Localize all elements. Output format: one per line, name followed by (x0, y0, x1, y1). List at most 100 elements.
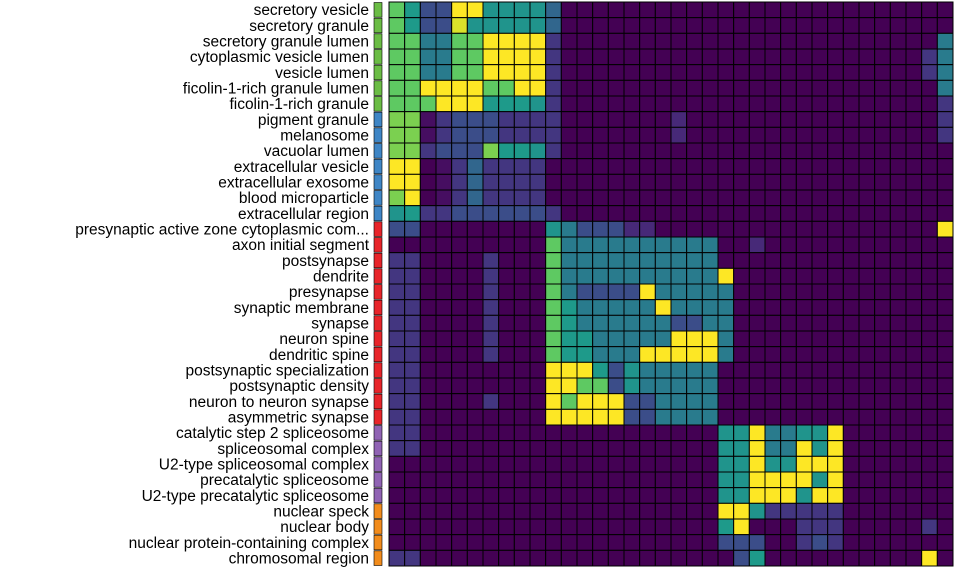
heatmap-cell (560, 32, 578, 50)
heatmap-cell (576, 408, 594, 426)
heatmap-cell (874, 48, 891, 66)
heatmap-cell (858, 487, 876, 504)
heatmap-cell (545, 158, 562, 175)
heatmap-cell (529, 393, 547, 410)
heatmap-cell (764, 32, 782, 50)
heatmap-cell (623, 142, 641, 160)
heatmap-cell (889, 518, 907, 536)
heatmap-cell (592, 95, 609, 113)
heatmap-cell (639, 32, 656, 50)
heatmap-cell (905, 330, 923, 348)
heatmap-cell (748, 1, 766, 19)
heatmap-cell (639, 267, 656, 285)
heatmap-cell (545, 205, 562, 222)
heatmap-cell (419, 32, 437, 50)
heatmap-cell (639, 455, 656, 473)
heatmap-cell (623, 220, 641, 238)
heatmap-cell (905, 111, 923, 128)
heatmap-cell (545, 48, 562, 66)
cluster-color-cell (373, 284, 383, 300)
heatmap-cell (874, 314, 891, 332)
heatmap-cell (623, 534, 641, 551)
cluster-color-cell (373, 456, 383, 472)
heatmap-cell (607, 95, 625, 113)
heatmap-cell (811, 158, 829, 175)
heatmap-cell (639, 1, 656, 19)
heatmap-cell (607, 252, 625, 269)
row-label: presynapse (289, 284, 369, 301)
heatmap-cell (858, 17, 876, 34)
heatmap-cell (576, 111, 594, 128)
heatmap-cell (670, 314, 688, 332)
heatmap-cell (404, 502, 421, 520)
heatmap-cell (686, 205, 703, 222)
heatmap-cell (576, 534, 594, 551)
heatmap-cell (811, 220, 829, 238)
heatmap-cell (576, 549, 594, 567)
heatmap-cell (419, 424, 437, 442)
heatmap-cell (545, 518, 562, 536)
heatmap-cell (513, 189, 531, 207)
heatmap-cell (435, 330, 453, 348)
heatmap-cell (529, 1, 547, 19)
heatmap-cell (921, 220, 938, 238)
heatmap-cell (795, 455, 813, 473)
heatmap-cell (748, 267, 766, 285)
heatmap-cell (921, 1, 938, 19)
row-label: secretory granule lumen (203, 33, 369, 50)
heatmap-cell (529, 408, 547, 426)
heatmap-cell (748, 189, 766, 207)
heatmap-cell (717, 424, 735, 442)
heatmap-cell (466, 361, 484, 379)
heatmap-cell (733, 64, 750, 81)
heatmap-cell (482, 518, 500, 536)
heatmap-cell (936, 32, 954, 50)
heatmap-cell (466, 502, 484, 520)
heatmap-cell (686, 502, 703, 520)
heatmap-cell (388, 424, 406, 442)
heatmap-cell (513, 361, 531, 379)
heatmap-cell (513, 299, 531, 316)
heatmap-cell (701, 236, 719, 254)
heatmap-cell (388, 549, 406, 567)
heatmap-cell (811, 534, 829, 551)
heatmap-cell (654, 236, 672, 254)
heatmap-cell (654, 158, 672, 175)
heatmap-cell (686, 455, 703, 473)
heatmap-cell (388, 314, 406, 332)
cluster-color-cell (373, 96, 383, 112)
heatmap-cell (404, 361, 421, 379)
heatmap-cell (513, 534, 531, 551)
heatmap-cell (670, 17, 688, 34)
heatmap-cell (529, 111, 547, 128)
heatmap-cell (921, 346, 938, 363)
heatmap-cell (811, 455, 829, 473)
heatmap-cell (858, 502, 876, 520)
heatmap-cell (529, 440, 547, 457)
heatmap-cell (466, 158, 484, 175)
heatmap-cell (639, 17, 656, 34)
heatmap-cell (388, 79, 406, 97)
heatmap-cell (435, 408, 453, 426)
heatmap-cell (607, 32, 625, 50)
heatmap-cell (827, 48, 844, 66)
heatmap-cell (670, 32, 688, 50)
heatmap-cell (654, 408, 672, 426)
heatmap-cell (435, 205, 453, 222)
heatmap-cell (921, 534, 938, 551)
heatmap-cell (592, 220, 609, 238)
heatmap-cell (795, 502, 813, 520)
heatmap-cell (435, 377, 453, 395)
heatmap-cell (733, 142, 750, 160)
heatmap-cell (404, 158, 421, 175)
heatmap-cell (592, 126, 609, 144)
heatmap-cell (404, 1, 421, 19)
heatmap-cell (435, 502, 453, 520)
heatmap-cell (623, 377, 641, 395)
heatmap-cell (842, 502, 860, 520)
heatmap-cell (701, 32, 719, 50)
heatmap-cell (764, 189, 782, 207)
heatmap-cell (842, 111, 860, 128)
heatmap-cell (701, 518, 719, 536)
heatmap-cell (482, 534, 500, 551)
